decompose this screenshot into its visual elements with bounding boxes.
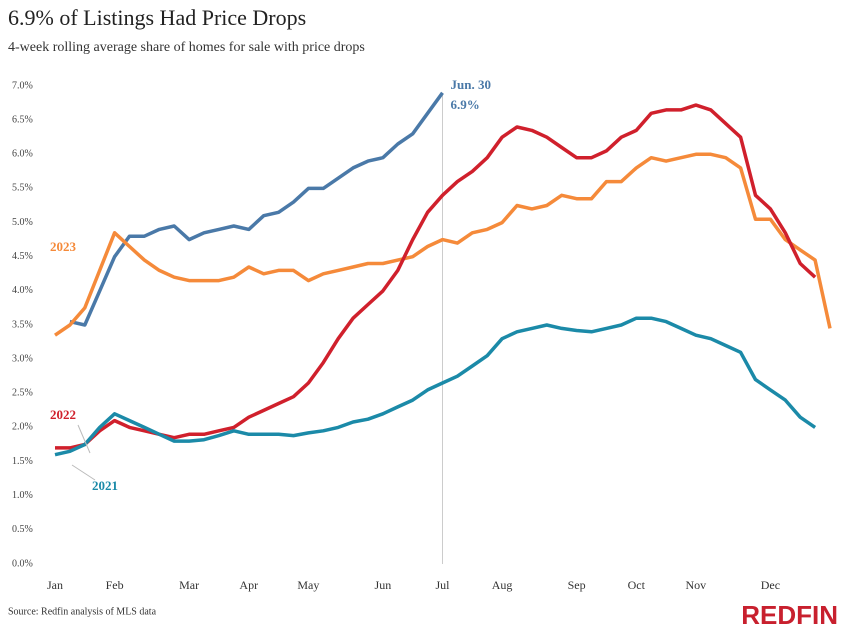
x-tick-label: Feb: [106, 578, 124, 592]
series-line: [55, 103, 817, 450]
y-tick-label: 4.5%: [12, 251, 33, 262]
x-tick-label: May: [297, 578, 319, 592]
x-tick-label: Nov: [686, 578, 707, 592]
legend-label: 2023: [50, 239, 77, 254]
y-tick-label: 3.0%: [12, 353, 33, 364]
x-tick-label: Apr: [239, 578, 258, 592]
annotation: 6.9%: [451, 97, 480, 112]
series-line: [54, 316, 817, 457]
series-line: [54, 152, 832, 337]
x-tick-label: Mar: [179, 578, 199, 592]
leader-line: [71, 464, 96, 481]
y-tick-label: 5.5%: [12, 183, 33, 194]
x-tick-label: Jan: [47, 578, 63, 592]
y-tick-label: 1.0%: [12, 490, 33, 501]
chart-subtitle: 4-week rolling average share of homes fo…: [8, 40, 365, 55]
y-tick-label: 3.5%: [12, 319, 33, 330]
x-tick-label: Dec: [761, 578, 780, 592]
source: Source: Redfin analysis of MLS data: [8, 606, 157, 617]
y-tick-label: 5.0%: [12, 217, 33, 228]
annotation: Jun. 30: [451, 77, 491, 92]
logo: REDFIN: [741, 600, 838, 630]
x-tick-label: Sep: [568, 578, 586, 592]
x-tick-label: Jun: [375, 578, 392, 592]
x-tick-label: Aug: [492, 578, 513, 592]
y-tick-label: 0.0%: [12, 558, 33, 569]
chart-title: 6.9% of Listings Had Price Drops: [8, 5, 306, 30]
y-tick-label: 7.0%: [12, 80, 33, 91]
series-line: [69, 91, 444, 327]
y-tick-label: 6.5%: [12, 114, 33, 125]
y-tick-label: 0.5%: [12, 524, 33, 535]
legend-label: 2021: [92, 478, 118, 493]
y-tick-label: 1.5%: [12, 456, 33, 467]
y-tick-label: 2.5%: [12, 388, 33, 399]
y-tick-label: 6.0%: [12, 149, 33, 160]
y-tick-label: 2.0%: [12, 422, 33, 433]
legend-label: 2022: [50, 407, 76, 422]
x-tick-label: Jul: [435, 578, 450, 592]
x-tick-label: Oct: [628, 578, 646, 592]
y-tick-label: 4.0%: [12, 285, 33, 296]
leader-line: [77, 424, 91, 454]
